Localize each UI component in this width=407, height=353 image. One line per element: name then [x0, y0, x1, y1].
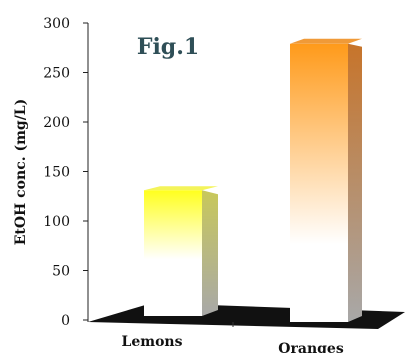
y-axis-ticks: 0 50 100 150 200 250 300	[43, 16, 88, 329]
y-tick-label: 50	[52, 264, 70, 280]
y-tick-label: 100	[43, 214, 70, 230]
bar-oranges	[290, 43, 348, 323]
chart-title: Fig.1	[137, 34, 199, 60]
bar-side-lemons	[202, 190, 218, 316]
bar-top-lemons	[144, 186, 218, 191]
category-label-lemons: Lemons	[122, 334, 183, 350]
y-tick-label: 150	[43, 165, 70, 181]
y-tick-label: 300	[43, 16, 70, 32]
y-tick-label: 0	[61, 313, 70, 329]
y-tick-label: 200	[43, 115, 70, 131]
bar-top-oranges	[290, 38, 362, 44]
y-axis-label: EtOH conc. (mg/L)	[13, 99, 29, 246]
bar-lemons	[144, 190, 202, 316]
bars	[144, 38, 362, 323]
bar-side-oranges	[348, 43, 362, 323]
category-label-oranges: Oranges	[278, 341, 344, 353]
y-tick-label: 250	[43, 66, 70, 82]
